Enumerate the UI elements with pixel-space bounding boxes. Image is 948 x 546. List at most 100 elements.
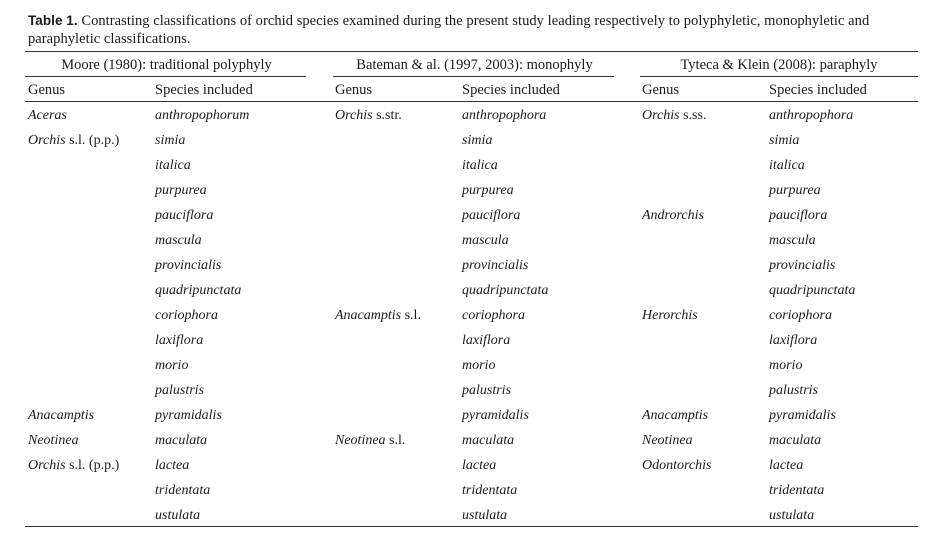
species-cell-tyteca: pauciflora xyxy=(769,208,828,223)
species-cell-bateman: lactea xyxy=(462,458,497,473)
species-cell-tyteca: coriophora xyxy=(769,308,832,323)
genus-qualifier: s.l. xyxy=(401,308,421,323)
species-cell-bateman: purpurea xyxy=(462,183,514,198)
species-cell-bateman: simia xyxy=(462,133,493,148)
group-heading-tyteca: Tyteca & Klein (2008): paraphyly xyxy=(680,57,878,73)
genus-name: Odontorchis xyxy=(642,458,712,473)
species-cell-tyteca: purpurea xyxy=(769,183,821,198)
genus-name: Neotinea xyxy=(28,433,79,448)
column-header-genus: Genus xyxy=(335,82,373,98)
column-header-species: Species included xyxy=(462,82,560,98)
species-cell-tyteca: maculata xyxy=(769,433,822,448)
species-cell-tyteca: laxiflora xyxy=(769,333,818,348)
species-cell-moore: italica xyxy=(155,158,191,173)
species-cell-bateman: tridentata xyxy=(462,483,518,498)
genus-qualifier: s.l. xyxy=(385,433,406,448)
species-cell-bateman: italica xyxy=(462,158,498,173)
species-cell-bateman: coriophora xyxy=(462,308,525,323)
group-rule-moore xyxy=(25,76,306,77)
column-header-genus: Genus xyxy=(28,82,66,98)
species-cell-tyteca: quadripunctata xyxy=(769,283,856,298)
species-cell-tyteca: palustris xyxy=(769,383,819,398)
genus-qualifier: s.ss. xyxy=(679,108,707,123)
genus-name: Anacamptis xyxy=(642,408,709,423)
species-cell-moore: ustulata xyxy=(155,508,201,523)
species-cell-bateman: anthropophora xyxy=(462,108,547,123)
genus-name: Orchis xyxy=(642,108,680,123)
genus-cell-bateman: Neotinea s.l. xyxy=(335,433,405,449)
species-cell-bateman: palustris xyxy=(462,383,512,398)
species-cell-tyteca: tridentata xyxy=(769,483,825,498)
species-cell-moore: lactea xyxy=(155,458,190,473)
genus-cell-tyteca: Orchis s.ss. xyxy=(642,108,706,124)
genus-name: Aceras xyxy=(28,108,67,123)
genus-cell-bateman: Orchis s.str. xyxy=(335,108,402,124)
species-cell-moore: anthropophorum xyxy=(155,108,250,123)
species-cell-bateman: ustulata xyxy=(462,508,508,523)
species-cell-tyteca: lactea xyxy=(769,458,804,473)
species-cell-moore: laxiflora xyxy=(155,333,204,348)
species-cell-moore: coriophora xyxy=(155,308,218,323)
species-cell-tyteca: italica xyxy=(769,158,805,173)
species-cell-tyteca: anthropophora xyxy=(769,108,854,123)
genus-cell-tyteca: Anacamptis xyxy=(642,408,708,424)
genus-qualifier: s.l. (p.p.) xyxy=(65,133,120,148)
species-cell-tyteca: ustulata xyxy=(769,508,815,523)
species-cell-moore: provincialis xyxy=(155,258,222,273)
genus-name: Orchis xyxy=(28,133,66,148)
genus-name: Anacamptis xyxy=(28,408,95,423)
genus-name: Herorchis xyxy=(642,308,698,323)
column-header-species: Species included xyxy=(155,82,253,98)
species-cell-moore: simia xyxy=(155,133,186,148)
header-rule xyxy=(25,101,918,102)
genus-cell-tyteca: Herorchis xyxy=(642,308,698,324)
species-cell-moore: pyramidalis xyxy=(155,408,222,423)
genus-cell-moore: Anacamptis xyxy=(28,408,94,424)
table-caption: Table 1. Contrasting classifications of … xyxy=(28,12,928,48)
genus-name: Androrchis xyxy=(642,208,704,223)
top-rule xyxy=(25,51,918,52)
species-cell-moore: tridentata xyxy=(155,483,211,498)
genus-name: Neotinea xyxy=(335,433,386,448)
group-heading-moore: Moore (1980): traditional polyphyly xyxy=(61,57,272,73)
species-cell-moore: pauciflora xyxy=(155,208,214,223)
genus-cell-tyteca: Androrchis xyxy=(642,208,704,224)
group-heading-bateman: Bateman & al. (1997, 2003): monophyly xyxy=(356,57,593,73)
species-cell-tyteca: morio xyxy=(769,358,803,373)
genus-cell-tyteca: Odontorchis xyxy=(642,458,711,474)
column-header-species: Species included xyxy=(769,82,867,98)
genus-cell-tyteca: Neotinea xyxy=(642,433,693,449)
species-cell-moore: purpurea xyxy=(155,183,207,198)
genus-cell-moore: Neotinea xyxy=(28,433,79,449)
species-cell-bateman: laxiflora xyxy=(462,333,511,348)
species-cell-bateman: maculata xyxy=(462,433,515,448)
species-cell-bateman: mascula xyxy=(462,233,509,248)
species-cell-moore: maculata xyxy=(155,433,208,448)
species-cell-bateman: pyramidalis xyxy=(462,408,529,423)
genus-name: Orchis xyxy=(28,458,66,473)
species-cell-moore: palustris xyxy=(155,383,205,398)
species-cell-tyteca: provincialis xyxy=(769,258,836,273)
bottom-rule xyxy=(25,526,918,527)
species-cell-bateman: quadripunctata xyxy=(462,283,549,298)
species-cell-bateman: morio xyxy=(462,358,496,373)
species-cell-bateman: pauciflora xyxy=(462,208,521,223)
species-cell-tyteca: simia xyxy=(769,133,800,148)
group-rule-bateman xyxy=(333,76,614,77)
genus-cell-moore: Aceras xyxy=(28,108,67,124)
column-header-genus: Genus xyxy=(642,82,680,98)
group-rule-tyteca xyxy=(640,76,918,77)
species-cell-moore: quadripunctata xyxy=(155,283,242,298)
genus-cell-moore: Orchis s.l. (p.p.) xyxy=(28,133,119,149)
species-cell-bateman: provincialis xyxy=(462,258,529,273)
genus-cell-bateman: Anacamptis s.l. xyxy=(335,308,421,324)
species-cell-tyteca: mascula xyxy=(769,233,816,248)
species-cell-moore: mascula xyxy=(155,233,202,248)
genus-name: Orchis xyxy=(335,108,373,123)
species-cell-tyteca: pyramidalis xyxy=(769,408,836,423)
genus-qualifier: s.l. (p.p.) xyxy=(65,458,120,473)
genus-qualifier: s.str. xyxy=(372,108,402,123)
genus-name: Anacamptis xyxy=(335,308,402,323)
caption-label: Table 1. xyxy=(28,13,78,28)
species-cell-moore: morio xyxy=(155,358,189,373)
